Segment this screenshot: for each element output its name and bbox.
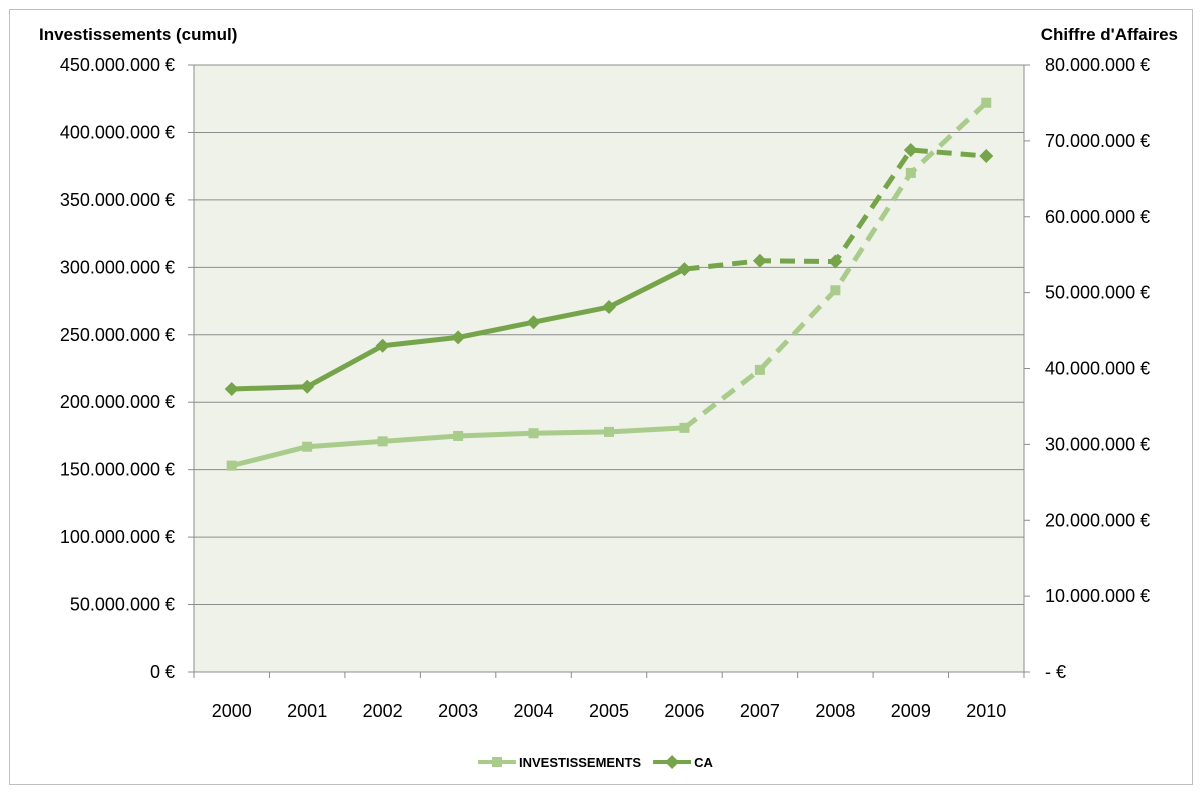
left-tick-label: 250.000.000 € — [60, 325, 175, 345]
plot-area — [194, 65, 1024, 672]
series — [224, 97, 994, 471]
series-investissements — [226, 97, 992, 471]
x-tick-label: 2001 — [287, 701, 327, 721]
x-tick-label: 2006 — [664, 701, 704, 721]
legend-label: INVESTISSEMENTS — [519, 755, 641, 770]
data-point — [830, 285, 841, 296]
left-tick-label: 150.000.000 € — [60, 460, 175, 480]
tick-labels: 0 € 50.000.000 € 100.000.000 € 150.000.000 … — [60, 55, 1150, 721]
legend: INVESTISSEMENTS CA — [478, 755, 713, 770]
x-tick-label: 2008 — [815, 701, 855, 721]
data-point — [375, 338, 390, 353]
left-tick-label: 200.000.000 € — [60, 392, 175, 412]
data-point — [677, 262, 692, 277]
x-tick-label: 2005 — [589, 701, 629, 721]
x-tick-label: 2009 — [891, 701, 931, 721]
legend-label: CA — [694, 755, 713, 770]
left-axis-title: Investissements (cumul) — [39, 25, 237, 44]
data-point — [981, 97, 992, 108]
data-point — [752, 253, 767, 268]
right-tick-label: 40.000.000 € — [1045, 359, 1150, 379]
data-point — [754, 364, 765, 375]
data-point — [224, 381, 239, 396]
legend-item: CA — [653, 755, 713, 770]
left-tick-label: 100.000.000 € — [60, 527, 175, 547]
legend-marker — [492, 757, 502, 767]
data-point — [526, 315, 541, 330]
left-tick-label: 0 € — [150, 662, 175, 682]
data-point — [377, 436, 388, 447]
x-tick-label: 2004 — [514, 701, 554, 721]
right-tick-label: 20.000.000 € — [1045, 510, 1150, 530]
x-tick-label: 2002 — [363, 701, 403, 721]
right-tick-label: 70.000.000 € — [1045, 131, 1150, 151]
data-point — [528, 428, 539, 439]
axes — [188, 64, 1030, 678]
right-tick-label: 10.000.000 € — [1045, 586, 1150, 606]
legend-marker — [665, 755, 680, 769]
left-tick-label: 350.000.000 € — [60, 190, 175, 210]
chart-frame: Investissements (cumul) Chiffre d'Affair… — [9, 9, 1193, 785]
right-tick-label: 80.000.000 € — [1045, 55, 1150, 75]
left-tick-label: 300.000.000 € — [60, 257, 175, 277]
x-tick-label: 2000 — [212, 701, 252, 721]
data-point — [903, 142, 918, 157]
data-point — [604, 426, 614, 437]
data-point — [905, 167, 916, 178]
data-point — [453, 430, 464, 441]
data-point — [226, 460, 237, 471]
series-ca — [224, 142, 994, 396]
x-tick-label: 2007 — [740, 701, 780, 721]
x-tick-label: 2003 — [438, 701, 478, 721]
line-chart: Investissements (cumul) Chiffre d'Affair… — [39, 25, 1178, 770]
data-point — [602, 300, 616, 315]
left-tick-label: 400.000.000 € — [60, 122, 175, 142]
right-tick-label: 60.000.000 € — [1045, 207, 1150, 227]
data-point — [300, 379, 315, 394]
right-tick-label: - € — [1045, 662, 1066, 682]
data-point — [302, 441, 313, 452]
right-tick-label: 30.000.000 € — [1045, 434, 1150, 454]
left-tick-label: 450.000.000 € — [60, 55, 175, 75]
left-tick-label: 50.000.000 € — [70, 595, 175, 615]
right-tick-label: 50.000.000 € — [1045, 283, 1150, 303]
x-tick-label: 2010 — [966, 701, 1006, 721]
right-axis-title: Chiffre d'Affaires — [1041, 25, 1178, 44]
data-point — [451, 330, 466, 345]
gridlines — [194, 64, 1024, 606]
legend-item: INVESTISSEMENTS — [478, 755, 641, 770]
data-point — [979, 149, 994, 164]
data-point — [679, 422, 690, 433]
